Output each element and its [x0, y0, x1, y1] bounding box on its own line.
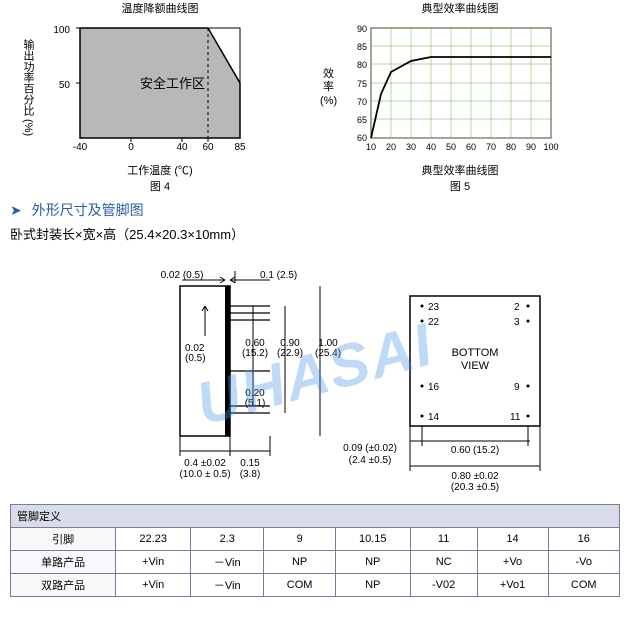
r0c3: NP [264, 551, 335, 574]
svg-text:60: 60 [202, 142, 214, 153]
r1c6: +Vo1 [477, 574, 548, 597]
col-1: 22.23 [116, 528, 191, 551]
col-6: 14 [477, 528, 548, 551]
r1c5: -V02 [410, 574, 477, 597]
svg-text:0.80 ±0.02: 0.80 ±0.02 [451, 471, 499, 482]
col-5: 11 [410, 528, 477, 551]
efficiency-chart: 典型效率曲线图 效率(%) [320, 0, 600, 194]
svg-text:-40: -40 [73, 142, 88, 153]
svg-text:80: 80 [357, 60, 367, 70]
svg-text:(3.8): (3.8) [240, 469, 261, 480]
svg-text:(5.1): (5.1) [245, 398, 266, 409]
table-header: 管脚定义 [11, 505, 620, 528]
r1c3: COM [264, 574, 335, 597]
svg-text:75: 75 [357, 79, 367, 89]
r0c6: +Vo [477, 551, 548, 574]
r1c7: COM [548, 574, 620, 597]
chart2-fig: 图 5 [320, 178, 600, 194]
svg-text:VIEW: VIEW [461, 360, 490, 372]
svg-text:(2.4 ±0.5): (2.4 ±0.5) [349, 455, 392, 466]
svg-text:65: 65 [357, 115, 367, 125]
svg-text:30: 30 [406, 142, 416, 152]
svg-text:50: 50 [59, 80, 71, 91]
svg-text:2: 2 [514, 302, 520, 313]
svg-text:(22.9): (22.9) [277, 348, 303, 359]
r0c5: NC [410, 551, 477, 574]
svg-text:10: 10 [366, 142, 376, 152]
col-0: 引脚 [11, 528, 116, 551]
svg-text:9: 9 [514, 382, 520, 393]
svg-text:100: 100 [544, 142, 559, 152]
svg-text:40: 40 [426, 142, 436, 152]
r0c0: 单路产品 [11, 551, 116, 574]
chart1-xlabel: 工作温度 (℃) [20, 162, 300, 178]
svg-text:0.02 (0.5): 0.02 (0.5) [161, 270, 204, 281]
svg-text:40: 40 [176, 142, 188, 153]
section-title: 外形尺寸及管脚图 [32, 202, 144, 218]
svg-text:70: 70 [486, 142, 496, 152]
svg-text:(25.4): (25.4) [315, 348, 341, 359]
svg-text:100: 100 [53, 25, 70, 36]
arrow-icon: ➤ [10, 202, 22, 218]
svg-text:11: 11 [510, 412, 521, 423]
svg-text:60: 60 [466, 142, 476, 152]
svg-text:0: 0 [128, 142, 134, 153]
package-svg: 0.02 (0.5) 0.1 (2.5) 0.02(0.5) 0.60(15.2… [10, 251, 620, 496]
r1c4: NP [335, 574, 410, 597]
svg-text:0.15: 0.15 [240, 458, 260, 469]
chart2-xlabel: 典型效率曲线图 [320, 162, 600, 178]
svg-text:85: 85 [234, 142, 246, 153]
chart1-svg: 100 50 -40 0 40 60 85 安全工作区 [40, 18, 260, 158]
svg-text:0.1 (2.5): 0.1 (2.5) [260, 270, 297, 281]
chart1-fig: 图 4 [20, 178, 300, 194]
dimension-text: 卧式封装长×宽×高（25.4×20.3×10mm） [0, 224, 630, 251]
svg-text:(15.2): (15.2) [242, 348, 268, 359]
r0c7: -Vo [548, 551, 620, 574]
table-row: 双路产品 +Vin －Vin COM NP -V02 +Vo1 COM [11, 574, 620, 597]
table-columns-row: 引脚 22.23 2.3 9 10.15 11 14 16 [11, 528, 620, 551]
chart2-ylabel: 效率(%) [320, 68, 337, 108]
r1c0: 双路产品 [11, 574, 116, 597]
chart1-title: 温度降额曲线图 [20, 0, 300, 16]
col-3: 9 [264, 528, 335, 551]
r0c1: +Vin [116, 551, 191, 574]
svg-text:14: 14 [428, 412, 440, 423]
svg-text:90: 90 [357, 24, 367, 34]
svg-text:90: 90 [526, 142, 536, 152]
svg-text:(0.5): (0.5) [185, 353, 206, 364]
derating-chart: 温度降额曲线图 输出功率百分比 (%) 100 50 -40 0 40 60 8… [20, 0, 300, 194]
section-header: ➤ 外形尺寸及管脚图 [0, 194, 630, 224]
table-row: 单路产品 +Vin －Vin NP NP NC +Vo -Vo [11, 551, 620, 574]
r1c1: +Vin [116, 574, 191, 597]
r1c2: －Vin [191, 574, 264, 597]
col-2: 2.3 [191, 528, 264, 551]
safe-area-label: 安全工作区 [140, 76, 205, 91]
svg-text:50: 50 [446, 142, 456, 152]
col-4: 10.15 [335, 528, 410, 551]
svg-text:0.4 ±0.02: 0.4 ±0.02 [184, 458, 226, 469]
chart2-svg: 908580 75706560 102030 405060 708090100 [341, 18, 561, 158]
svg-text:BOTTOM: BOTTOM [452, 347, 499, 359]
svg-text:20: 20 [386, 142, 396, 152]
package-drawing: UHASAI 0.02 (0.5) 0.1 (2.5) 0.02(0.5) 0.… [10, 251, 620, 496]
svg-text:22: 22 [428, 317, 440, 328]
col-7: 16 [548, 528, 620, 551]
chart2-title: 典型效率曲线图 [320, 0, 600, 16]
svg-text:23: 23 [428, 302, 440, 313]
chart1-ylabel: 输出功率百分比 (%) [20, 39, 36, 136]
r0c2: －Vin [191, 551, 264, 574]
svg-text:70: 70 [357, 97, 367, 107]
svg-text:0.60 (15.2): 0.60 (15.2) [451, 445, 499, 456]
svg-text:3: 3 [514, 317, 520, 328]
svg-text:85: 85 [357, 42, 367, 52]
svg-text:0.09 (±0.02): 0.09 (±0.02) [343, 443, 397, 454]
pin-definition-table: 管脚定义 引脚 22.23 2.3 9 10.15 11 14 16 单路产品 … [10, 504, 620, 597]
r0c4: NP [335, 551, 410, 574]
svg-text:16: 16 [428, 382, 440, 393]
svg-text:80: 80 [506, 142, 516, 152]
svg-text:(20.3 ±0.5): (20.3 ±0.5) [451, 482, 499, 493]
svg-text:(10.0 ± 0.5): (10.0 ± 0.5) [179, 469, 230, 480]
